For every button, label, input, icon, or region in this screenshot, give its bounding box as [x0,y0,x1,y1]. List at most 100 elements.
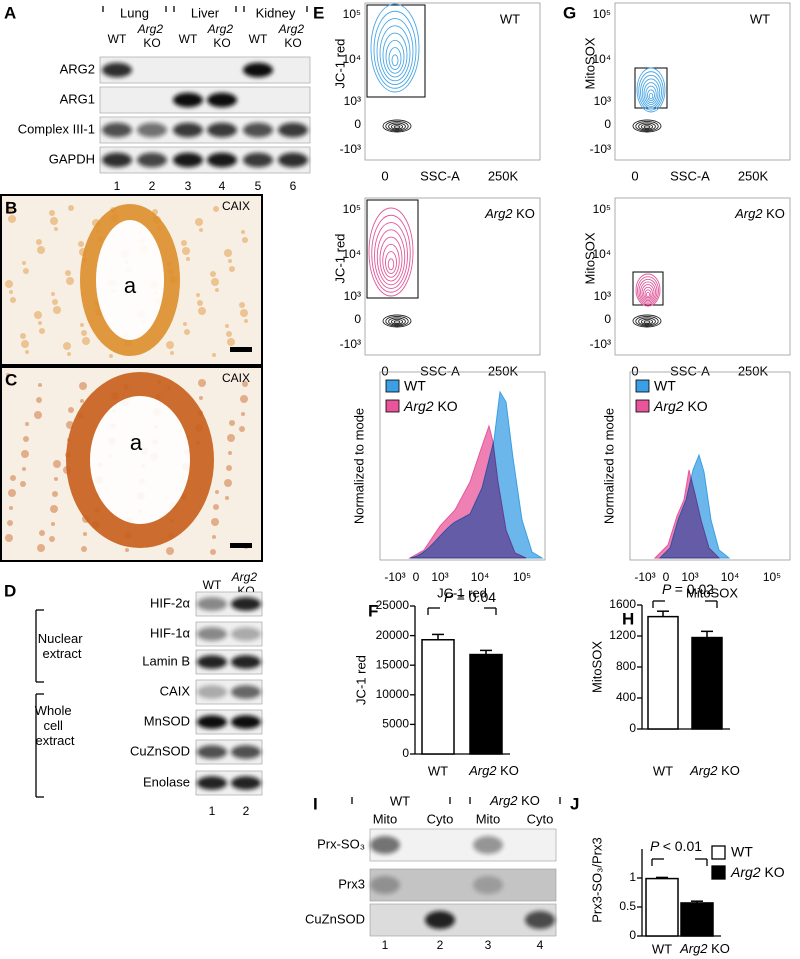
label-part: Arg2 [653,398,687,414]
cell [49,210,55,216]
contour [636,67,666,113]
panel-letter: C [5,370,17,389]
cell [213,206,219,212]
contour [393,320,401,324]
cell [21,450,29,458]
cell [8,215,16,223]
axis-label: MitoSOX [582,37,597,89]
cell [215,490,219,494]
plot-frame [379,371,546,561]
airway-wall [66,372,214,548]
cell [39,530,45,536]
x-tick-label: WT [653,763,673,778]
label: Lamin B [142,653,190,668]
axis-label: MitoSOX [582,232,597,284]
legend-swatch [711,865,726,880]
contour [379,236,403,282]
cell [37,246,45,254]
x-tick-label: 10⁵ [763,570,781,584]
label-part: Arg2 [137,22,167,36]
contour [641,78,661,107]
contour [640,123,654,130]
label: Enolase [143,774,190,789]
cell [9,506,13,510]
cell [211,518,219,526]
label-part: KO [284,36,301,50]
cell [52,491,58,497]
cell [229,266,235,272]
annotation: P = 0.02 [662,581,714,597]
cell [228,451,232,455]
cell [81,546,87,552]
legend-swatch [385,379,400,393]
blot-strip [99,146,311,174]
cell [51,522,55,526]
blot-band [473,876,503,894]
y-tick-label: 10³ [344,94,361,108]
y-tick-label: 0 [354,312,361,326]
plot-frame [614,2,791,161]
cell [20,481,26,487]
contour [370,3,420,93]
cell [52,299,58,305]
y-tick-label: -10³ [590,142,611,156]
bar [645,877,679,937]
label: 1 [114,179,121,193]
label: Arg2 KO [489,793,540,808]
label: Liver [191,5,220,20]
label-part: Arg2 [403,398,437,414]
cell [229,420,235,426]
bar [421,638,455,755]
x-tick-label: Arg2 KO [679,941,730,956]
cell [242,237,248,243]
cell [196,293,200,297]
cell [225,324,229,328]
contour [385,120,409,132]
cell [25,422,29,426]
histogram-area [653,469,721,559]
label: WT [249,32,268,46]
cell [39,328,45,334]
y-tick-label: 10⁵ [593,7,611,21]
cell [181,240,187,246]
y-tick-label: 25000 [376,598,410,612]
panel-letter: E [313,3,324,22]
cell [34,411,42,419]
contour [632,314,662,328]
blot-band [102,122,132,138]
y-tick-label: -10³ [590,337,611,351]
cell [10,475,16,481]
cell [37,544,45,552]
blot-band [197,745,227,759]
contour [385,251,397,275]
panel-letter: G [563,3,576,22]
contour [388,317,406,326]
cell [49,536,55,542]
x-tick-label: 250K [738,168,769,183]
cell [68,407,74,413]
label: Mito [476,811,501,826]
cell [240,395,248,403]
y-tick-label: 1600 [609,597,636,611]
panel-letter: F [368,601,378,620]
blot-band [137,122,167,138]
y-tick-label: 10⁵ [593,202,611,216]
x-tick-label: 250K [488,168,519,183]
label-part: Arg2 [679,941,711,956]
contour [638,278,658,304]
cell [82,337,90,345]
label: 6 [290,179,297,193]
contour [387,258,395,271]
cell [244,319,248,323]
cell [10,297,16,303]
axis-label: MitoSOX [686,585,738,600]
cell [53,460,61,468]
x-tick-label: 10³ [681,570,698,584]
cell [50,217,58,225]
label: 2 [243,804,250,818]
label-part: Whole [35,703,75,718]
x-tick-label: 0 [413,570,420,584]
contour [643,125,651,129]
legend-swatch [385,399,400,413]
blot-strip [99,86,311,114]
